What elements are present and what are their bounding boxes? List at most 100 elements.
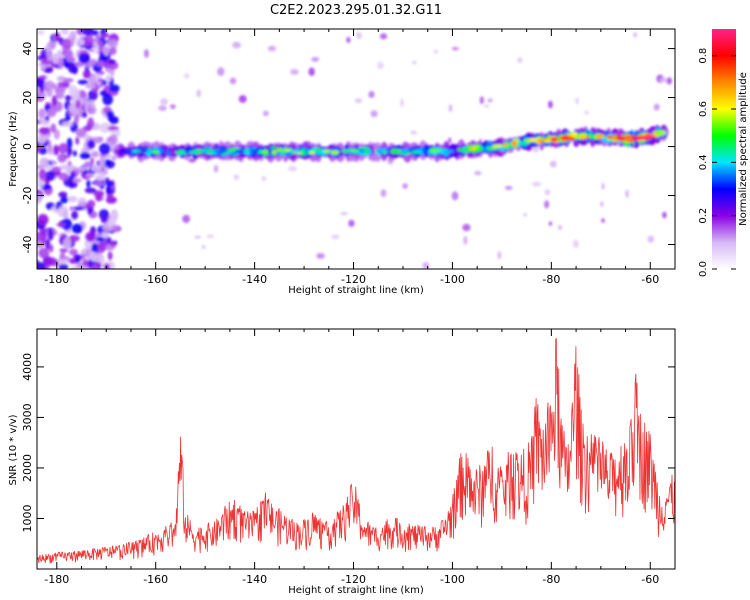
spectrogram-noise-blob bbox=[451, 46, 459, 51]
spectrogram-noise-blob bbox=[107, 126, 120, 131]
spectrogram-noise-blob bbox=[82, 69, 92, 79]
spectrogram-noise-blob bbox=[370, 110, 378, 118]
spectrogram-ridge-blob bbox=[492, 144, 501, 148]
spectrogram-noise-region bbox=[37, 29, 122, 269]
spectrogram-noise-blob bbox=[96, 60, 105, 67]
spectrogram-noise-blob bbox=[184, 73, 190, 79]
spectrogram-ridge-blob bbox=[464, 149, 473, 153]
spectrogram-x-tick-label: -180 bbox=[44, 273, 69, 286]
spectrogram-noise-blob bbox=[483, 104, 490, 108]
spectrogram-ridge-blob bbox=[120, 151, 131, 155]
spectrogram-noise-blob bbox=[37, 213, 49, 226]
spectrogram-noise-blob bbox=[48, 244, 54, 253]
snr-x-tick-label: -140 bbox=[242, 573, 267, 586]
spectrogram-x-label: Height of straight line (km) bbox=[288, 285, 424, 296]
spectrogram-noise-blob bbox=[103, 165, 108, 171]
spectrogram-noise-blob bbox=[462, 223, 471, 232]
spectrogram-ridge-blob bbox=[475, 147, 483, 151]
spectrogram-noise-blob bbox=[531, 146, 539, 153]
spectrogram-ridge-blob bbox=[322, 149, 331, 153]
spectrogram-ridge-blob bbox=[579, 135, 587, 140]
spectrogram-noise-blob bbox=[101, 46, 110, 55]
spectrogram-ridge-blob bbox=[567, 137, 576, 141]
spectrogram-noise-blob bbox=[600, 201, 604, 207]
spectrogram-noise-blob bbox=[72, 178, 82, 183]
spectrogram-x-tick-label: -120 bbox=[341, 273, 366, 286]
spectrogram-noise-blob bbox=[85, 231, 96, 242]
spectrogram-ridge-blob bbox=[422, 148, 429, 154]
spectrogram-noise-blob bbox=[53, 144, 60, 156]
spectrogram-ridge-blob bbox=[261, 150, 269, 154]
snr-marks bbox=[37, 337, 675, 564]
spectrogram-noise-blob bbox=[346, 36, 351, 44]
spectrogram-noise-blob bbox=[40, 235, 46, 245]
spectrogram-noise-blob bbox=[57, 153, 67, 163]
spectrogram-noise-blob bbox=[433, 50, 438, 54]
spectrogram-noise-blob bbox=[290, 68, 299, 75]
spectrogram-noise-blob bbox=[47, 142, 53, 153]
spectrogram-noise-blob bbox=[544, 189, 551, 196]
spectrogram-ridge-blob bbox=[506, 144, 513, 147]
spectrogram-noise-blob bbox=[73, 254, 83, 259]
spectrogram-noise-blob bbox=[238, 95, 247, 103]
spectrogram-ridge-blob bbox=[133, 149, 140, 153]
spectrogram-noise-blob bbox=[548, 100, 553, 109]
snr-x-tick-label: -160 bbox=[143, 573, 168, 586]
spectrogram-noise-blob bbox=[107, 251, 113, 261]
spectrogram-ridge-blob bbox=[362, 147, 370, 155]
spectrogram-noise-blob bbox=[59, 248, 69, 253]
spectrogram-noise-blob bbox=[108, 46, 117, 56]
spectrogram-y-tick-label: 0 bbox=[21, 143, 34, 150]
spectrogram-ridge-blob bbox=[192, 149, 201, 152]
spectrogram-noise-blob bbox=[92, 38, 100, 43]
spectrogram-noise-blob bbox=[64, 49, 74, 59]
spectrogram-noise-blob bbox=[66, 137, 73, 149]
spectrogram-x-ticks: -180 -160 -140 -120 -100 -80 -60 bbox=[44, 29, 676, 286]
spectrogram-noise-blob bbox=[57, 57, 64, 70]
spectrogram-noise-blob bbox=[111, 225, 118, 231]
spectrogram-noise-blob bbox=[105, 74, 112, 83]
spectrogram-x-tick-label: -100 bbox=[440, 273, 465, 286]
spectrogram-noise-blob bbox=[84, 161, 92, 168]
spectrogram-noise-blob bbox=[402, 183, 408, 189]
spectrogram-noise-blob bbox=[45, 239, 51, 250]
spectrogram-noise-blob bbox=[94, 180, 104, 187]
spectrogram-noise-blob bbox=[60, 196, 69, 204]
spectrogram-ridge-blob bbox=[595, 135, 603, 139]
spectrogram-noise-blob bbox=[71, 223, 83, 234]
spectrogram-noise-blob bbox=[463, 235, 468, 245]
spectrogram-noise-blob bbox=[75, 99, 81, 109]
spectrogram-ridge-blob bbox=[176, 149, 187, 154]
snr-x-tick-label: -120 bbox=[341, 573, 366, 586]
spectrogram-noise-blob bbox=[194, 235, 202, 239]
spectrogram-noise-blob bbox=[82, 265, 89, 269]
spectrogram-noise-blob bbox=[91, 150, 100, 158]
spectrogram-noise-blob bbox=[653, 103, 660, 111]
snr-frame bbox=[36, 328, 676, 570]
spectrogram-noise-blob bbox=[451, 191, 459, 201]
spectrogram-noise-blob bbox=[201, 245, 206, 249]
spectrogram-noise-blob bbox=[549, 160, 557, 168]
spectrogram-noise-blob bbox=[97, 40, 103, 50]
spectrogram-noise-blob bbox=[99, 155, 106, 168]
spectrogram-noise-blob bbox=[84, 255, 92, 261]
spectrogram-ridge-blob bbox=[294, 149, 301, 154]
spectrogram-noise-blob bbox=[91, 242, 99, 254]
spectrogram-noise-blob bbox=[267, 45, 277, 52]
spectrogram-noise-blob bbox=[69, 206, 75, 211]
spectrogram-noise-blob bbox=[261, 176, 267, 182]
spectrogram-noise-blob bbox=[75, 136, 80, 145]
spectrogram-ridge-blob bbox=[399, 149, 410, 154]
spectrogram-noise-blob bbox=[262, 110, 269, 117]
spectrogram-noise-blob bbox=[63, 210, 69, 220]
spectrogram-noise-blob bbox=[144, 49, 149, 58]
spectrogram-y-label: Frequency (Hz) bbox=[8, 111, 19, 187]
spectrogram-noise-blob bbox=[354, 98, 363, 104]
spectrogram-ridge-blob bbox=[389, 149, 400, 154]
spectrogram-noise-blob bbox=[379, 33, 388, 40]
spectrogram-ridge-blob bbox=[348, 149, 358, 152]
spectrogram-x-tick-label: -60 bbox=[641, 273, 659, 286]
spectrogram-y-tick-label: 40 bbox=[21, 42, 34, 56]
spectrogram-noise-blob bbox=[377, 61, 384, 70]
colorbar-tick-label: 0.2 bbox=[698, 208, 709, 224]
